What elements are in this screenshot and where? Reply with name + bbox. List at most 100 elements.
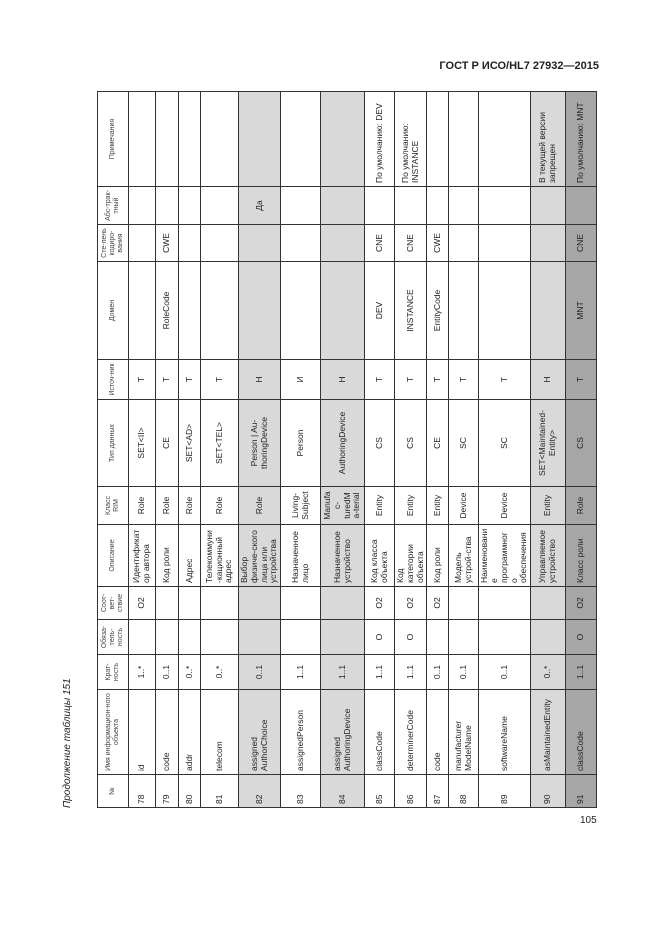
table-cell bbox=[238, 91, 281, 187]
column-header: Абс-трак-тный bbox=[97, 186, 129, 225]
table-row: 86 determinerCode 1..1 О O2 Код категории объ… bbox=[394, 91, 427, 808]
table-cell: 0..* bbox=[200, 654, 239, 690]
table-cell bbox=[530, 186, 566, 225]
table-cell: MNT bbox=[565, 261, 597, 360]
table-cell bbox=[238, 261, 281, 360]
table-cell bbox=[478, 619, 531, 655]
table-cell: Т bbox=[426, 359, 449, 400]
table-cell: О bbox=[565, 619, 597, 655]
table-cell: 91 bbox=[565, 774, 597, 808]
table-cell: O2 bbox=[394, 586, 427, 620]
table-cell: Т bbox=[565, 359, 597, 400]
table-cell bbox=[178, 224, 201, 262]
table-row: 79 code 0..1 Код роли Role CE Т RoleCode CWE bbox=[155, 91, 179, 808]
table-cell bbox=[155, 91, 179, 187]
table-cell: Entity bbox=[530, 486, 566, 525]
table-cell: 0..1 bbox=[478, 654, 531, 690]
table-cell: assignedPerson bbox=[280, 689, 321, 775]
table-cell: Код категории объекта bbox=[394, 524, 427, 587]
column-header: Домен bbox=[97, 261, 129, 360]
table-cell: Person | Au-thoringDevice bbox=[238, 399, 281, 487]
table-cell: CNE bbox=[394, 224, 427, 262]
table-cell bbox=[426, 619, 449, 655]
table-row: 85 classCode 1..1 О O2 Код класса объекта Enti… bbox=[364, 91, 395, 808]
table-cell: 80 bbox=[178, 774, 201, 808]
column-header: Крат-ность bbox=[97, 654, 129, 690]
table-row: 82 assigned AuthorChoice 0..1 Выбор физиче-… bbox=[238, 91, 281, 808]
table-cell: Т bbox=[155, 359, 179, 400]
table-cell: Т bbox=[478, 359, 531, 400]
table-cell: Role bbox=[238, 486, 281, 525]
table-cell: 88 bbox=[448, 774, 479, 808]
table-cell bbox=[448, 91, 479, 187]
table-cell: CNE bbox=[565, 224, 597, 262]
column-header: Описание bbox=[97, 524, 129, 587]
column-header: Обяза-тель-ность bbox=[97, 619, 129, 655]
table-cell: assigned AuthoringDevice bbox=[320, 689, 365, 775]
table-cell bbox=[320, 224, 365, 262]
table-cell bbox=[238, 619, 281, 655]
table-cell bbox=[200, 261, 239, 360]
table-cell bbox=[178, 586, 201, 620]
table-cell: Т bbox=[394, 359, 427, 400]
table-cell: determinerCode bbox=[394, 689, 427, 775]
table-cell bbox=[280, 224, 321, 262]
table-cell: 0..1 bbox=[155, 654, 179, 690]
table-cell: Назначенное устройство bbox=[320, 524, 365, 587]
table-cell: code bbox=[426, 689, 449, 775]
table-cell: Код роли bbox=[155, 524, 179, 587]
table-cell: SET<Maintained-Entity> bbox=[530, 399, 566, 487]
table-cell bbox=[320, 586, 365, 620]
table-cell: O2 bbox=[426, 586, 449, 620]
table-cell: 86 bbox=[394, 774, 427, 808]
table-cell bbox=[530, 224, 566, 262]
table-cell bbox=[448, 619, 479, 655]
table-cell bbox=[280, 619, 321, 655]
table-cell: 89 bbox=[478, 774, 531, 808]
table-cell: Device bbox=[478, 486, 531, 525]
table-cell bbox=[478, 586, 531, 620]
table-cell: CWE bbox=[426, 224, 449, 262]
table-cell: INSTANCE bbox=[394, 261, 427, 360]
table-cell bbox=[200, 91, 239, 187]
table-cell bbox=[128, 224, 156, 262]
table-cell bbox=[478, 261, 531, 360]
table-cell: SC bbox=[448, 399, 479, 487]
table-cell bbox=[448, 586, 479, 620]
table-cell: DEV bbox=[364, 261, 395, 360]
table-cell: 78 bbox=[128, 774, 156, 808]
table-cell: EntityCode bbox=[426, 261, 449, 360]
column-header: № bbox=[97, 774, 129, 808]
page-number: 105 bbox=[580, 815, 597, 826]
table-cell: 85 bbox=[364, 774, 395, 808]
table-cell: Идентификатор автора bbox=[128, 524, 156, 587]
table-cell: Назначенное лицо bbox=[280, 524, 321, 587]
table-cell: Role bbox=[128, 486, 156, 525]
column-header: Класс RIM bbox=[97, 486, 129, 525]
table-cell: О bbox=[364, 619, 395, 655]
table-cell: Entity bbox=[394, 486, 427, 525]
table-cell bbox=[478, 186, 531, 225]
table-cell: O2 bbox=[128, 586, 156, 620]
table-cell: Manufac-turedMa-terial bbox=[320, 486, 365, 525]
table-cell bbox=[280, 261, 321, 360]
table-cell bbox=[178, 186, 201, 225]
table-cell bbox=[320, 186, 365, 225]
table-cell bbox=[128, 91, 156, 187]
table-cell bbox=[128, 186, 156, 225]
table-cell: Role bbox=[200, 486, 239, 525]
table-cell: 1..* bbox=[128, 654, 156, 690]
table-cell: Телекоммуни-кационный адрес bbox=[200, 524, 239, 587]
table-cell: CNE bbox=[364, 224, 395, 262]
table-cell bbox=[530, 586, 566, 620]
table-cell: 0..* bbox=[178, 654, 201, 690]
table-cell bbox=[128, 619, 156, 655]
table-cell bbox=[478, 224, 531, 262]
table-cell bbox=[178, 619, 201, 655]
table-cell: softwareName bbox=[478, 689, 531, 775]
table-cell bbox=[320, 261, 365, 360]
table-cell bbox=[128, 261, 156, 360]
table-cell: Т bbox=[178, 359, 201, 400]
table-cell: manufacturer ModelName bbox=[448, 689, 479, 775]
table-cell: CE bbox=[426, 399, 449, 487]
